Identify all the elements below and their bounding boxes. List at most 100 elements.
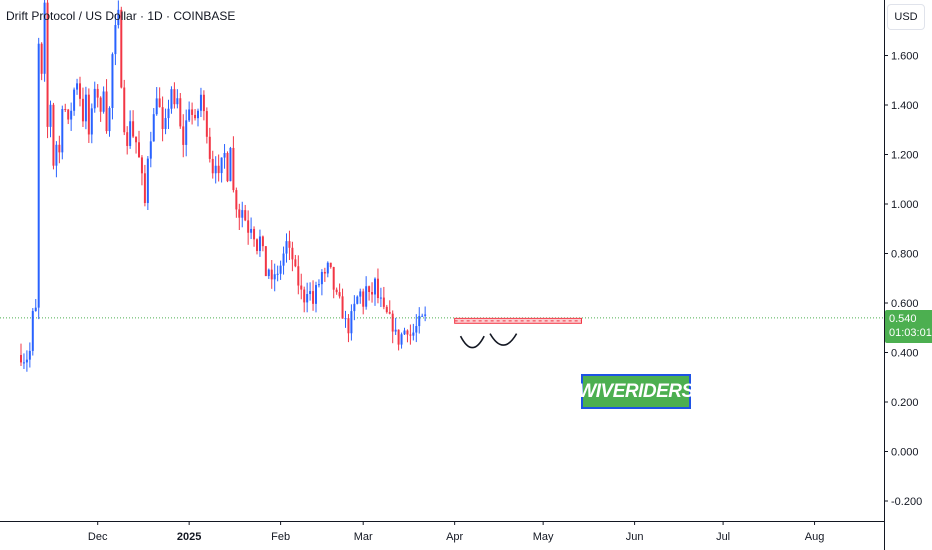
candle-body: [220, 157, 223, 174]
x-tick-label: Jul: [716, 531, 730, 543]
x-tick-label: Aug: [805, 531, 825, 543]
candle-body: [371, 292, 374, 295]
candle-body: [406, 330, 409, 335]
candle-body: [176, 98, 179, 105]
candle-body: [261, 236, 264, 247]
candle-body: [297, 266, 300, 286]
candle-body: [323, 271, 326, 274]
candle-body: [418, 315, 421, 327]
candle-body: [223, 152, 226, 158]
candle-body: [320, 271, 323, 285]
candle-body: [40, 43, 43, 74]
candle-body: [43, 2, 46, 74]
candle-body: [205, 111, 208, 137]
candle-body: [341, 296, 344, 319]
candle-body: [199, 94, 202, 111]
candle-body: [52, 104, 55, 166]
candle-body: [99, 97, 102, 112]
candle-body: [194, 114, 197, 119]
symbol-title[interactable]: Drift Protocol / US Dollar · 1D · COINBA…: [6, 9, 236, 23]
candle-body: [315, 285, 317, 304]
candle-body: [179, 98, 182, 127]
y-tick-label: 1.600: [891, 51, 919, 63]
candle-body: [267, 269, 270, 277]
x-tick-label: 2025: [177, 531, 201, 543]
candle-body: [170, 89, 173, 109]
candle-body: [232, 147, 235, 191]
candle-body: [217, 165, 220, 174]
candle-body: [229, 147, 232, 182]
candle-body: [344, 318, 347, 320]
candle-body: [20, 354, 22, 363]
last-price-tag: 0.540 01:03:01: [885, 310, 932, 343]
watermark-logo: WIVERIDERS: [578, 374, 694, 409]
candle-body: [247, 220, 250, 233]
pattern-curve: [459, 335, 485, 349]
candle-body: [197, 110, 199, 119]
candle-body: [76, 83, 79, 90]
candle-body: [282, 253, 285, 266]
candle-body: [353, 303, 356, 312]
candle-body: [126, 132, 129, 146]
candle-body: [105, 91, 108, 132]
x-tick-label: Feb: [271, 531, 290, 543]
candle-body: [129, 121, 132, 146]
candle-body: [238, 209, 241, 218]
candle-body: [250, 228, 253, 233]
candle-body: [87, 94, 90, 135]
currency-button[interactable]: USD: [887, 4, 925, 30]
candle-body: [359, 291, 362, 297]
candle-body: [149, 141, 152, 159]
y-tick-label: 1.400: [891, 100, 919, 112]
candle-body: [55, 144, 58, 166]
candle-body: [96, 88, 99, 98]
candle-body: [146, 158, 149, 204]
candle-body: [385, 306, 388, 313]
candle-body: [34, 307, 37, 312]
candle-body: [388, 312, 391, 314]
candle-body: [285, 241, 288, 254]
candle-body: [161, 107, 164, 130]
candle-body: [258, 236, 261, 251]
candle-body: [400, 334, 403, 345]
candle-body: [424, 314, 427, 316]
candle-body: [155, 98, 158, 115]
y-tick-label: 0.400: [891, 348, 919, 360]
y-tick-label: 1.000: [891, 199, 919, 211]
candle-body: [90, 108, 93, 135]
candle-body: [273, 274, 276, 280]
candle-body: [350, 311, 353, 334]
candle-body: [409, 334, 412, 336]
candle-body: [138, 142, 140, 158]
candle-body: [84, 94, 87, 122]
candle-body: [93, 88, 96, 109]
y-tick-label: 0.600: [891, 298, 919, 310]
candle-body: [421, 315, 424, 317]
candle-body: [111, 54, 114, 108]
candle-body: [22, 362, 25, 364]
last-price-value: 0.540: [889, 313, 917, 325]
candle-body: [270, 269, 273, 280]
candle-body: [394, 329, 397, 332]
candle-body: [120, 9, 123, 88]
candle-body: [64, 109, 67, 111]
candle-body: [158, 98, 161, 108]
candle-body: [244, 210, 247, 221]
candle-body: [288, 241, 291, 248]
candle-body: [25, 359, 28, 363]
candle-body: [208, 136, 211, 159]
annotation-layer: [454, 317, 582, 349]
candle-body: [28, 350, 31, 360]
candle-body: [312, 291, 315, 304]
candle-body: [214, 165, 217, 174]
candle-body: [49, 104, 52, 127]
y-tick-label: -0.200: [891, 496, 922, 508]
candle-body: [347, 318, 350, 334]
candle-body: [102, 91, 105, 112]
candle-body: [368, 286, 371, 293]
candle-body: [58, 144, 61, 153]
candle-body: [173, 89, 176, 105]
candle-body: [403, 330, 406, 335]
